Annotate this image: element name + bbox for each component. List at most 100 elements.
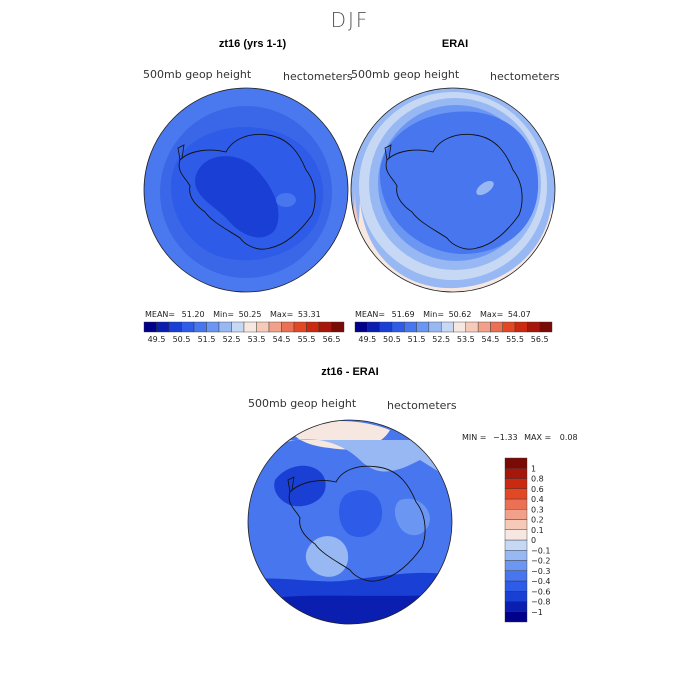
- diff-min-label: MIN =: [462, 433, 487, 442]
- diff-colorbar-tick-label: −0.8: [531, 598, 550, 607]
- obs-colorbar-tick-label: 53.5: [457, 335, 475, 344]
- obs-min-label: Min=: [423, 310, 445, 319]
- model-colorbar-swatch: [293, 321, 307, 333]
- diff-field-south-deep: [248, 595, 452, 624]
- obs-antarctica-coastline: [385, 133, 523, 250]
- diff-panel-title: zt16 - ERAI: [321, 366, 379, 378]
- obs-colorbar-tick-label: 56.5: [531, 335, 549, 344]
- model-field-edge-warm: [144, 88, 170, 100]
- obs-map: [351, 88, 555, 292]
- obs-colorbar-tick-label: 50.5: [383, 335, 401, 344]
- obs-map-outline: [350, 87, 556, 293]
- model-colorbar-swatch: [206, 321, 220, 333]
- model-map: [144, 88, 348, 292]
- diff-map-outline: [247, 419, 453, 625]
- model-stats: MEAN= 51.20 Min= 50.25 Max= 53.31: [145, 310, 360, 319]
- obs-colorbar-tick-label: 51.5: [408, 335, 426, 344]
- diff-colorbar-swatch: [504, 550, 528, 561]
- obs-colorbar-swatch: [379, 321, 393, 333]
- obs-stats: MEAN= 51.69 Min= 50.62 Max= 54.07: [355, 310, 570, 319]
- diff-colorbar-swatch: [504, 529, 528, 541]
- obs-colorbar-swatch: [367, 321, 380, 333]
- diff-colorbar-swatch: [504, 498, 528, 510]
- diff-max-value: 0.08: [559, 433, 578, 442]
- diff-variable-label: 500mb geop height: [248, 397, 357, 410]
- model-colorbar-tick-label: 50.5: [173, 335, 191, 344]
- obs-colorbar-swatch: [477, 321, 491, 333]
- obs-min-value: 50.62: [448, 310, 472, 319]
- obs-colorbar-tick-label: 49.5: [358, 335, 376, 344]
- model-colorbar-swatch: [193, 321, 207, 333]
- diff-colorbar-tick-label: 0.6: [531, 485, 544, 494]
- obs-colorbar-swatch: [453, 321, 467, 333]
- diff-antarctica-coastline: [288, 465, 426, 582]
- model-colorbar-tick-label: 53.5: [248, 335, 266, 344]
- diff-colorbar-swatch: [504, 488, 528, 500]
- diff-colorbar-swatch: [504, 591, 528, 602]
- model-colorbar-swatch: [243, 321, 257, 333]
- model-variable-label: 500mb geop height: [143, 68, 252, 81]
- obs-colorbar-swatch: [514, 321, 528, 333]
- diff-colorbar-tick-label: 0.1: [531, 526, 544, 535]
- obs-colorbar-swatch: [440, 321, 454, 333]
- diff-colorbar-swatch: [504, 457, 528, 469]
- obs-variable-label: 500mb geop height: [351, 68, 460, 81]
- diff-colorbar: 1 0.80.60.40.3 0.20.10−0.1 −0.2−0.3−0.4−0.6…: [504, 457, 550, 623]
- diff-min-value: −1.33: [493, 433, 518, 442]
- obs-max-label: Max=: [480, 310, 504, 319]
- model-colorbar-tick-label: 55.5: [298, 335, 316, 344]
- model-colorbar-swatch: [281, 321, 295, 333]
- obs-colorbar-swatch: [404, 321, 417, 333]
- model-colorbar-swatch: [156, 321, 170, 333]
- model-colorbar-swatch: [231, 321, 245, 333]
- model-field-low: [195, 156, 279, 238]
- model-colorbar-swatch: [181, 321, 195, 333]
- diff-field-low-center: [338, 490, 383, 538]
- diff-colorbar-tick-label: −0.2: [531, 557, 550, 566]
- obs-colorbar: 49.5 50.5 51.5 52.5 53.5 54.5 55.5 56.5: [354, 321, 553, 344]
- diff-colorbar-tick-label: −1: [531, 608, 543, 617]
- diff-colorbar-tick-label: 1: [531, 464, 536, 473]
- diff-colorbar-swatch: [504, 519, 528, 530]
- model-min-label: Min=: [213, 310, 235, 319]
- obs-colorbar-swatch: [428, 321, 442, 333]
- diff-map: [248, 420, 452, 624]
- model-colorbar-swatch: [306, 321, 320, 333]
- model-colorbar-swatch: [331, 321, 345, 333]
- diff-units-label: hectometers: [387, 399, 457, 412]
- diff-max-label: MAX =: [524, 433, 552, 442]
- model-mean-label: MEAN=: [145, 310, 176, 319]
- model-peninsula-coast: [177, 144, 185, 161]
- diff-stats: MIN = −1.33 MAX = 0.08: [462, 433, 602, 442]
- model-max-value: 53.31: [297, 310, 321, 319]
- diff-colorbar-tick-label: 0.3: [531, 505, 544, 514]
- diff-colorbar-tick-label: 0.8: [531, 475, 544, 484]
- obs-colorbar-swatch: [416, 321, 430, 333]
- diff-colorbar-swatch: [504, 570, 528, 582]
- diff-colorbar-tick-label: 0: [531, 536, 536, 545]
- model-colorbar-swatch: [318, 321, 332, 333]
- obs-colorbar-tick-label: 55.5: [506, 335, 524, 344]
- model-colorbar-swatch: [218, 321, 232, 333]
- diff-colorbar-swatch: [504, 509, 528, 520]
- diff-field-low-west: [274, 465, 326, 507]
- obs-colorbar-swatch: [391, 321, 405, 333]
- diff-colorbar-tick-label: −0.3: [531, 567, 550, 576]
- diff-colorbar-tick-label: 0.2: [531, 516, 544, 525]
- obs-colorbar-swatch: [527, 321, 540, 333]
- obs-panel-title: ERAI: [441, 38, 469, 50]
- diff-colorbar-swatch: [504, 611, 528, 623]
- diff-colorbar-tick-label: −0.1: [531, 546, 550, 555]
- model-colorbar-tick-label: 56.5: [323, 335, 341, 344]
- model-antarctica-coastline: [178, 133, 316, 250]
- obs-field-blob: [476, 180, 494, 196]
- obs-peninsula-coast: [384, 144, 392, 161]
- diff-field-light: [250, 439, 452, 480]
- model-min-value: 50.25: [238, 310, 262, 319]
- model-panel-title: zt16 (yrs 1-1): [218, 38, 287, 50]
- diff-colorbar-swatch: [504, 601, 528, 612]
- diff-colorbar-tick-label: −0.6: [531, 587, 550, 596]
- model-colorbar-tick-label: 52.5: [223, 335, 241, 344]
- model-colorbar-tick-label: 49.5: [148, 335, 166, 344]
- diff-colorbar-swatch: [504, 478, 528, 489]
